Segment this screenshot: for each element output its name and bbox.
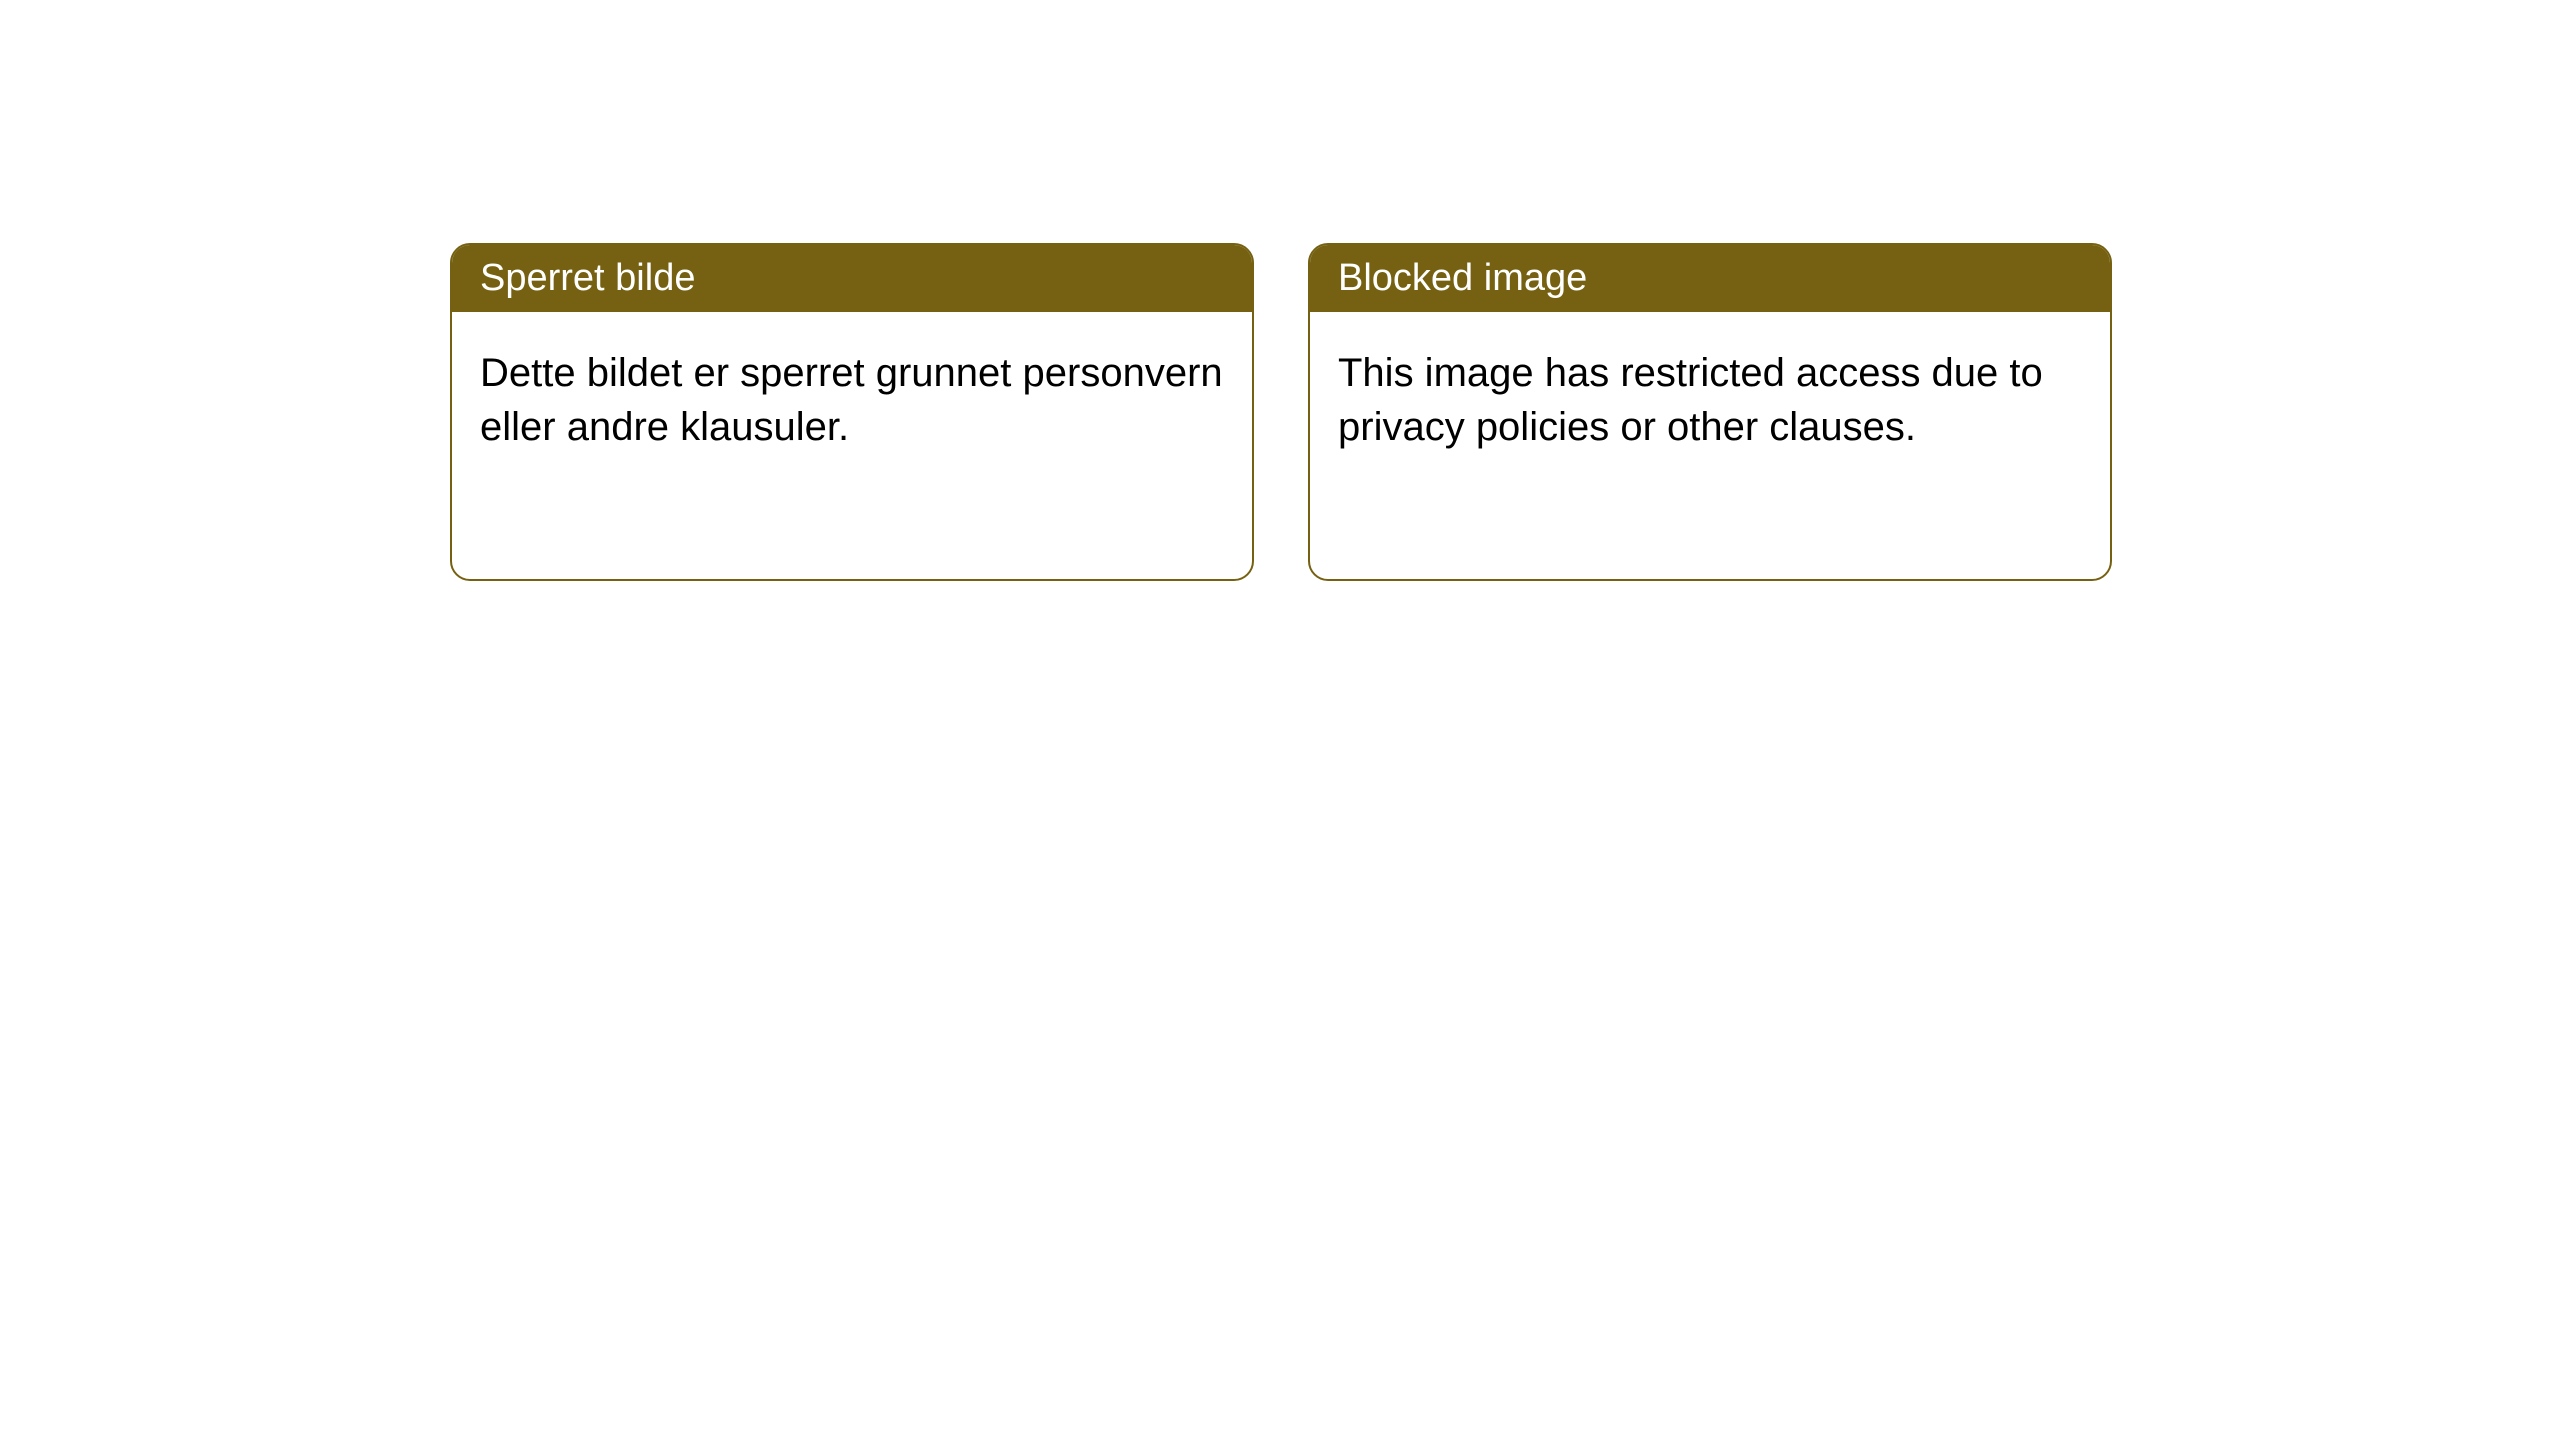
card-title: Blocked image bbox=[1338, 257, 1587, 299]
card-body: This image has restricted access due to … bbox=[1310, 312, 2110, 488]
card-body-text: Dette bildet er sperret grunnet personve… bbox=[480, 351, 1223, 449]
card-body: Dette bildet er sperret grunnet personve… bbox=[452, 312, 1252, 488]
card-title: Sperret bilde bbox=[480, 257, 695, 299]
notice-card-norwegian: Sperret bilde Dette bildet er sperret gr… bbox=[450, 243, 1254, 581]
card-body-text: This image has restricted access due to … bbox=[1338, 351, 2043, 449]
notice-card-english: Blocked image This image has restricted … bbox=[1308, 243, 2112, 581]
card-header: Sperret bilde bbox=[452, 245, 1252, 312]
notice-container: Sperret bilde Dette bildet er sperret gr… bbox=[0, 0, 2560, 581]
card-header: Blocked image bbox=[1310, 245, 2110, 312]
